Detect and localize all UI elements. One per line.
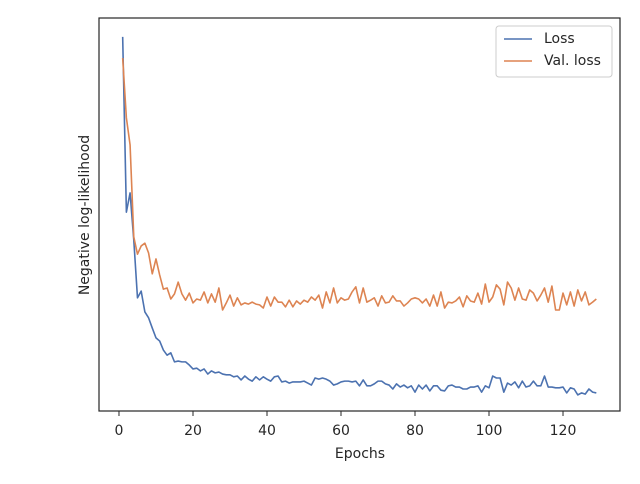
series-line xyxy=(121,58,597,311)
x-tick-label: 80 xyxy=(406,423,424,439)
x-tick-label: 60 xyxy=(332,423,350,439)
x-axis-label: Epochs xyxy=(335,446,385,462)
x-tick-label: 0 xyxy=(115,423,124,439)
plot-frame xyxy=(98,17,621,412)
x-tick-label: 100 xyxy=(476,423,503,439)
x-tick-label: 40 xyxy=(258,423,276,439)
legend-label: Loss xyxy=(544,31,575,47)
legend-label: Val. loss xyxy=(544,53,601,69)
x-tick-label: 20 xyxy=(184,423,202,439)
y-axis-label: Negative log-likelihood xyxy=(77,135,93,295)
series-line xyxy=(121,36,597,396)
x-tick-label: 120 xyxy=(550,423,577,439)
